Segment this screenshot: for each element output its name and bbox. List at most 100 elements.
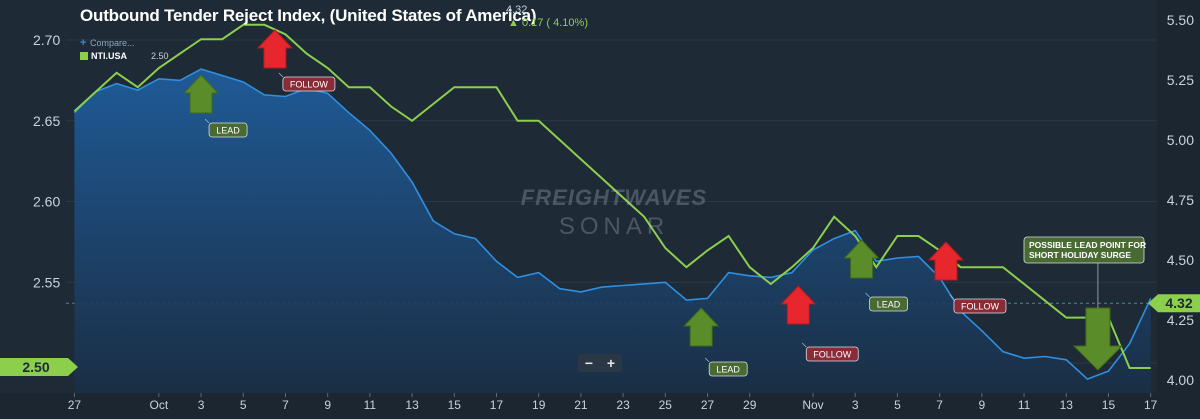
left-value-tag-shape	[0, 358, 78, 376]
compare-button[interactable]: + Compare...	[80, 36, 169, 49]
right-current-value-tag: 4.32	[1148, 294, 1200, 313]
series-name: NTI.USA	[91, 50, 127, 61]
x-tick-label: 17	[1144, 398, 1158, 412]
series-color-swatch	[80, 51, 88, 60]
annotation-text: LEAD	[716, 365, 740, 375]
right-tick-label: 4.25	[1167, 312, 1194, 328]
zoom-controls: − +	[578, 354, 622, 372]
series-value: 2.50	[151, 50, 169, 61]
annotation-leader	[865, 292, 870, 298]
otri-line-series	[73, 23, 1151, 369]
red-arrow	[927, 241, 965, 281]
change-text: 0.17 ( 4.10%)	[521, 17, 588, 29]
right-value-tag-text: 4.32	[1165, 295, 1192, 311]
x-tick-label: 3	[198, 398, 205, 412]
nti-area-fill	[74, 69, 1151, 393]
zoom-in-button[interactable]: +	[606, 355, 616, 371]
legend: + Compare... NTI.USA 2.50	[80, 36, 169, 62]
follow-annotation: FOLLOW	[256, 29, 336, 92]
green-arrow	[182, 74, 220, 114]
lead-annotation: POSSIBLE LEAD POINT FOR SHORT HOLIDAY SUR…	[1023, 236, 1146, 371]
chart-title: Outbound Tender Reject Index, (United St…	[80, 6, 537, 25]
current-value: 4.32	[506, 4, 528, 16]
annotation-text: FOLLOW	[290, 80, 329, 90]
annotation-text: POSSIBLE LEAD POINT FOR SHORT HOLIDAY SUR…	[1029, 240, 1146, 260]
nti-area-series	[73, 68, 1152, 393]
nti-area-line	[73, 68, 1152, 381]
right-axis-band	[1157, 0, 1200, 419]
x-tick-label: 11	[1018, 398, 1031, 412]
right-tick-label: 4.00	[1167, 372, 1194, 388]
x-tick-label: 9	[324, 398, 331, 412]
annotation-box	[953, 298, 1007, 314]
annotation-box	[708, 361, 748, 377]
x-tick-label: 9	[979, 398, 986, 412]
otri-line	[73, 23, 1151, 369]
x-tick-label: 21	[574, 398, 588, 412]
annotation-box	[1023, 236, 1145, 264]
red-arrow	[780, 285, 817, 325]
zoom-out-button[interactable]: −	[584, 355, 594, 371]
annotation-box	[282, 76, 336, 92]
legend-series-nti[interactable]: NTI.USA 2.50	[80, 49, 169, 62]
annotation-text: FOLLOW	[813, 350, 852, 360]
annotation-leader	[704, 357, 710, 363]
annotation-box	[805, 346, 859, 362]
follow-annotation: FOLLOW	[927, 241, 1007, 314]
axes: 2.50 2.55 2.60 2.65 2.70 4.00 4.25 4.50 4.75 5.00…	[0, 12, 1200, 412]
red-arrow	[256, 29, 294, 69]
annotation-leader	[204, 118, 210, 124]
compare-label: Compare...	[90, 37, 135, 48]
lead-annotation: LEAD	[683, 307, 748, 377]
x-tick-label: 15	[1102, 398, 1116, 412]
x-tick-label: 23	[616, 398, 630, 412]
left-tick-label: 2.60	[33, 194, 60, 210]
green-arrow	[683, 307, 720, 347]
annotation-text: FOLLOW	[961, 302, 1000, 312]
annotation-text: LEAD	[877, 300, 901, 310]
annotation-box	[869, 296, 908, 312]
left-tick-label: 2.65	[33, 113, 60, 129]
change-up-icon: ▲	[508, 17, 519, 29]
lead-annotation: LEAD	[843, 239, 908, 312]
annotation-leader	[949, 294, 955, 300]
x-tick-label: 3	[852, 398, 859, 412]
x-tick-label: 13	[1060, 398, 1074, 412]
plus-icon: +	[80, 36, 87, 49]
annotation-leader	[801, 342, 807, 348]
x-tick-label: 13	[405, 398, 419, 412]
x-tick-label: 5	[240, 398, 247, 412]
annotation-leader	[278, 72, 284, 78]
annotations: LEAD FOLLOW LEAD FOLLOW LEAD FOLLOW POSSIBLE L…	[182, 29, 1146, 377]
right-tick-label: 4.50	[1167, 252, 1194, 268]
x-tick-label: 27	[68, 398, 82, 412]
follow-annotation: FOLLOW	[780, 285, 859, 362]
x-tick-label: Oct	[150, 398, 169, 412]
x-tick-label: 27	[701, 398, 715, 412]
right-tick-label: 4.75	[1167, 192, 1194, 208]
right-tick-label: 5.50	[1167, 12, 1194, 28]
x-tick-label: 19	[532, 398, 546, 412]
x-tick-label: 7	[936, 398, 943, 412]
x-tick-label: 29	[743, 398, 757, 412]
x-tick-label: Nov	[802, 398, 823, 412]
right-tick-label: 5.25	[1167, 72, 1194, 88]
value-change: ▲ 0.17 ( 4.10%)	[508, 17, 588, 29]
annotation-text: LEAD	[216, 126, 240, 136]
x-tick-label: 7	[282, 398, 289, 412]
left-tick-label: 2.55	[33, 274, 60, 290]
x-axis-band	[0, 393, 1200, 419]
x-tick-label: 15	[448, 398, 462, 412]
left-current-value-tag: 2.50	[0, 358, 78, 376]
right-value-tag-shape	[1148, 294, 1200, 313]
x-tick-label: 17	[490, 398, 504, 412]
lead-annotation: LEAD	[182, 74, 248, 138]
right-tick-label: 5.00	[1167, 132, 1194, 148]
left-value-tag-text: 2.50	[22, 359, 49, 375]
x-tick-label: 25	[659, 398, 673, 412]
left-tick-label: 2.70	[33, 32, 60, 48]
x-tick-label: 11	[364, 398, 377, 412]
annotation-box	[208, 122, 248, 138]
